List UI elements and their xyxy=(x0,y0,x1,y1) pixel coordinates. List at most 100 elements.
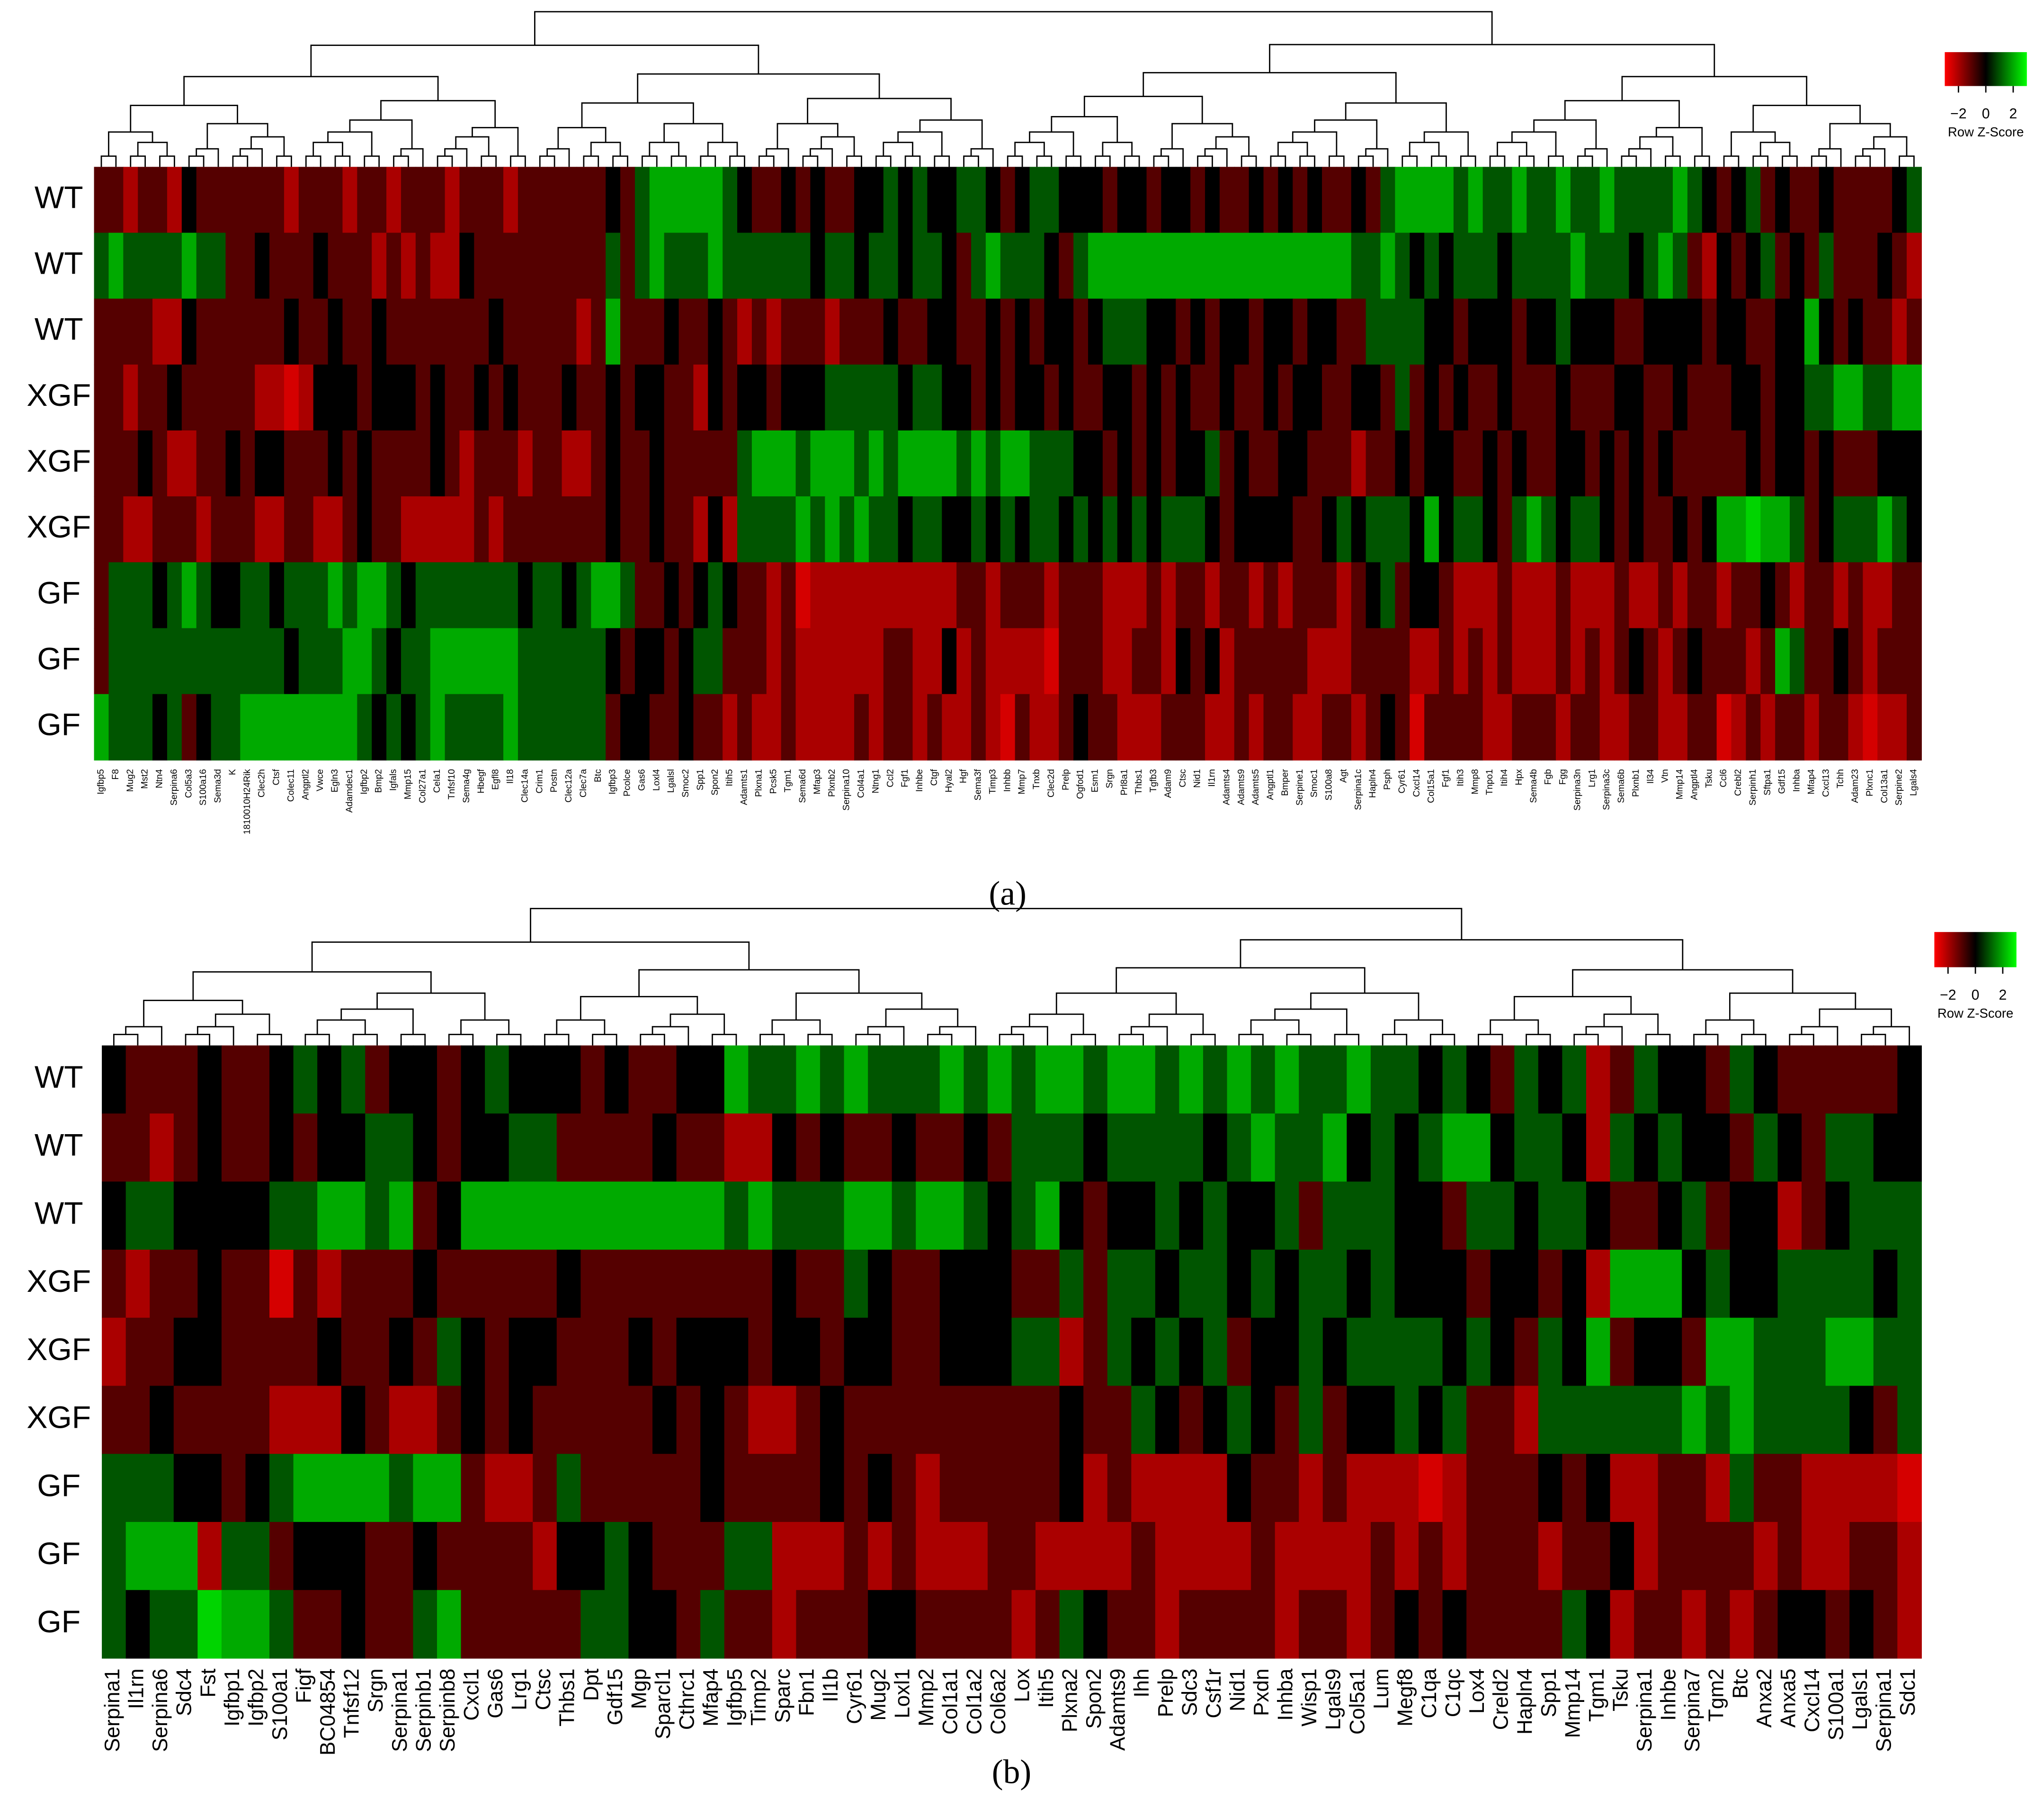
column-label: Cxcl1 xyxy=(460,1668,483,1720)
column-label: Srgn xyxy=(1105,769,1115,788)
heatmap-cell xyxy=(1307,694,1323,761)
heatmap-cell xyxy=(196,364,212,431)
heatmap-cell xyxy=(1746,298,1761,365)
column-label: Nid1 xyxy=(1226,1668,1249,1711)
heatmap-cell xyxy=(255,167,270,233)
heatmap-cell xyxy=(221,1113,246,1182)
heatmap-cell xyxy=(678,233,694,299)
heatmap-cell xyxy=(912,233,928,299)
heatmap-cell xyxy=(150,1454,174,1523)
heatmap-cell xyxy=(474,562,490,629)
heatmap-cell xyxy=(562,233,577,299)
heatmap-cell xyxy=(1117,167,1133,233)
heatmap-cell xyxy=(547,298,562,365)
heatmap-cell xyxy=(939,1386,964,1455)
heatmap-cell xyxy=(844,1590,869,1659)
heatmap-cell xyxy=(1731,562,1747,629)
heatmap-cell xyxy=(1673,233,1688,299)
heatmap-cell xyxy=(1044,562,1060,629)
dendrogram-branch xyxy=(1513,996,1632,1020)
heatmap-cell xyxy=(437,1317,462,1387)
heatmap-cell xyxy=(1132,562,1147,629)
dendrogram-branch xyxy=(1694,155,1710,167)
heatmap-cell xyxy=(138,562,153,629)
heatmap-cell xyxy=(1825,1522,1850,1591)
heatmap-cell xyxy=(820,1522,845,1591)
heatmap-cell xyxy=(459,496,475,563)
column-label: Il1rn xyxy=(1207,769,1217,787)
heatmap-cell xyxy=(1777,1045,1803,1114)
heatmap-cell xyxy=(839,628,855,695)
dendrogram-branch xyxy=(1051,116,1118,143)
heatmap-cell xyxy=(1439,298,1454,365)
heatmap-cell xyxy=(1029,496,1045,563)
heatmap-cell xyxy=(1117,298,1133,365)
heatmap-cell xyxy=(1370,1590,1395,1659)
heatmap-cell xyxy=(1599,167,1615,233)
heatmap-cell xyxy=(372,233,387,299)
heatmap-cell xyxy=(533,1181,557,1251)
dendrogram-branch xyxy=(1270,155,1286,167)
heatmap-cell xyxy=(1322,1386,1348,1455)
heatmap-cell xyxy=(328,628,343,695)
heatmap-cell xyxy=(102,1590,126,1659)
column-label: Tsku xyxy=(1704,769,1714,788)
heatmap-cell xyxy=(652,1454,677,1523)
heatmap-cell xyxy=(939,1249,964,1318)
dendrogram-branch xyxy=(1490,1019,1539,1035)
heatmap-cell xyxy=(1453,364,1469,431)
heatmap-cell xyxy=(518,628,533,695)
heatmap-cell xyxy=(365,1317,390,1387)
column-label: Lox4 xyxy=(1465,1668,1489,1713)
heatmap-cell xyxy=(1044,298,1060,365)
heatmap-cell xyxy=(1610,1590,1635,1659)
column-label: Serpina3n xyxy=(1572,769,1582,811)
heatmap-cell xyxy=(868,628,884,695)
heatmap-cell xyxy=(1083,1249,1108,1318)
heatmap-cell xyxy=(620,694,636,761)
column-label: Tnxb xyxy=(1032,769,1042,789)
heatmap-cell xyxy=(1176,694,1191,761)
column-label: Fgb xyxy=(1544,769,1553,785)
heatmap-cell xyxy=(916,1590,940,1659)
heatmap-cell xyxy=(676,1454,701,1523)
heatmap-cell xyxy=(1190,628,1206,695)
heatmap-cell xyxy=(1322,694,1337,761)
heatmap-cell xyxy=(1746,694,1761,761)
heatmap-cell xyxy=(317,1113,342,1182)
heatmap-cell xyxy=(1322,562,1337,629)
heatmap-cell xyxy=(269,364,285,431)
heatmap-cell xyxy=(1419,1317,1443,1387)
colorbar xyxy=(1934,932,2017,967)
heatmap-cell xyxy=(1849,1045,1874,1114)
heatmap-cell xyxy=(1610,1522,1635,1591)
heatmap-cell xyxy=(1394,1249,1419,1318)
heatmap-cell xyxy=(939,1113,964,1182)
heatmap-cell xyxy=(1035,1045,1060,1114)
heatmap-cell xyxy=(724,1522,749,1591)
heatmap-cell xyxy=(1586,1045,1611,1114)
heatmap-cell xyxy=(102,1386,126,1455)
heatmap-cell xyxy=(1849,1249,1874,1318)
heatmap-cell xyxy=(152,430,168,497)
dendrogram-branch xyxy=(192,971,432,1001)
heatmap-cell xyxy=(1044,496,1060,563)
heatmap-cell xyxy=(620,430,636,497)
column-label: Srgn xyxy=(364,1668,387,1712)
heatmap-cell xyxy=(1658,628,1674,695)
heatmap-cell xyxy=(269,233,285,299)
heatmap-cell xyxy=(1705,1317,1731,1387)
heatmap-cell xyxy=(389,1045,414,1114)
heatmap-cell xyxy=(1802,1317,1826,1387)
heatmap-cell xyxy=(167,694,182,761)
heatmap-cell xyxy=(240,430,256,497)
dendrogram-branch xyxy=(1190,1034,1216,1046)
heatmap-cell xyxy=(772,1249,797,1318)
column-label: Serpina3c xyxy=(1602,769,1612,810)
heatmap-cell xyxy=(328,562,343,629)
heatmap-cell xyxy=(365,1386,390,1455)
heatmap-cell xyxy=(868,1454,893,1523)
heatmap-cell xyxy=(138,298,153,365)
heatmap-cell xyxy=(284,233,299,299)
column-label: Ntng1 xyxy=(871,769,881,793)
